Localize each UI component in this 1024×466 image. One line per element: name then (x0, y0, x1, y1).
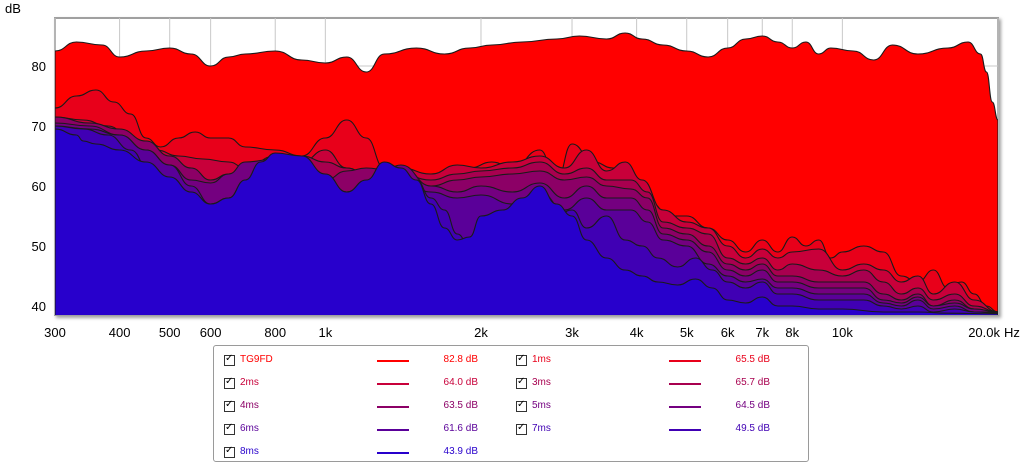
series-areas (55, 32, 998, 315)
legend-checkbox[interactable] (516, 353, 527, 366)
x-tick-label: 10k (832, 325, 853, 340)
legend-value: 65.7 dB (735, 377, 770, 388)
legend-swatch (377, 429, 409, 431)
y-tick-label: 60 (32, 179, 46, 194)
legend-value: 65.5 dB (735, 354, 770, 365)
legend: TG9FD 82.8 dB 1ms 65.5 dB 2ms 64.0 dB 3ms 65.7 … (213, 345, 809, 462)
legend-item-tg9fd: TG9FD 82.8 dB (222, 352, 512, 372)
legend-checkbox[interactable] (516, 376, 527, 389)
x-tick-label: 20.0k (968, 325, 1000, 340)
legend-checkbox[interactable] (224, 353, 235, 366)
legend-swatch (377, 360, 409, 362)
legend-checkbox[interactable] (224, 376, 235, 389)
x-tick-label: 7k (755, 325, 769, 340)
legend-value: 49.5 dB (735, 423, 770, 434)
y-tick-label: 80 (32, 59, 46, 74)
legend-swatch (669, 383, 701, 385)
legend-name: 4ms (240, 400, 259, 411)
legend-swatch (669, 360, 701, 362)
x-axis-unit: Hz (1004, 325, 1020, 340)
legend-checkbox[interactable] (224, 399, 235, 412)
legend-value: 63.5 dB (443, 400, 478, 411)
legend-name: 3ms (532, 377, 551, 388)
legend-item-7ms: 7ms 49.5 dB (514, 421, 804, 441)
y-tick-label: 70 (32, 119, 46, 134)
y-axis: 40 50 60 70 80 (32, 59, 46, 314)
legend-item-8ms: 8ms 43.9 dB (222, 444, 512, 464)
legend-swatch (377, 406, 409, 408)
legend-value: 64.5 dB (735, 400, 770, 411)
y-tick-label: 50 (32, 239, 46, 254)
legend-item-4ms: 4ms 63.5 dB (222, 398, 512, 418)
x-tick-label: 500 (159, 325, 181, 340)
legend-item-2ms: 2ms 64.0 dB (222, 375, 512, 395)
legend-name: 7ms (532, 423, 551, 434)
legend-name: 5ms (532, 400, 551, 411)
legend-name: TG9FD (240, 354, 273, 365)
x-tick-label: 8k (785, 325, 799, 340)
legend-item-1ms: 1ms 65.5 dB (514, 352, 804, 372)
legend-value: 43.9 dB (443, 446, 478, 457)
waterfall-chart: 40 50 60 70 80 300 400 500 600 800 1k 2k 3k 4k 5k 6k 7k… (5, 1, 1020, 340)
x-tick-label: 300 (44, 325, 66, 340)
legend-item-6ms: 6ms 61.6 dB (222, 421, 512, 441)
legend-name: 8ms (240, 446, 259, 457)
legend-swatch (669, 429, 701, 431)
legend-value: 61.6 dB (443, 423, 478, 434)
legend-checkbox[interactable] (224, 445, 235, 458)
series-area-8ms (55, 128, 998, 315)
legend-swatch (669, 406, 701, 408)
x-tick-label: 600 (200, 325, 222, 340)
legend-value: 82.8 dB (443, 354, 478, 365)
x-tick-label: 5k (680, 325, 694, 340)
legend-name: 6ms (240, 423, 259, 434)
legend-checkbox[interactable] (516, 422, 527, 435)
x-tick-label: 4k (630, 325, 644, 340)
x-tick-label: 800 (264, 325, 286, 340)
y-tick-label: 40 (32, 299, 46, 314)
legend-name: 1ms (532, 354, 551, 365)
legend-item-3ms: 3ms 65.7 dB (514, 375, 804, 395)
x-tick-label: 6k (721, 325, 735, 340)
x-tick-label: 3k (565, 325, 579, 340)
y-axis-label: dB (5, 1, 21, 16)
x-tick-label: 2k (474, 325, 488, 340)
legend-item-5ms: 5ms 64.5 dB (514, 398, 804, 418)
legend-checkbox[interactable] (516, 399, 527, 412)
x-tick-label: 1k (318, 325, 332, 340)
legend-checkbox[interactable] (224, 422, 235, 435)
legend-value: 64.0 dB (443, 377, 478, 388)
legend-swatch (377, 383, 409, 385)
x-axis: 300 400 500 600 800 1k 2k 3k 4k 5k 6k 7k 8k 10k 20.0k (44, 325, 1000, 340)
legend-swatch (377, 452, 409, 454)
x-tick-label: 400 (109, 325, 131, 340)
legend-name: 2ms (240, 377, 259, 388)
